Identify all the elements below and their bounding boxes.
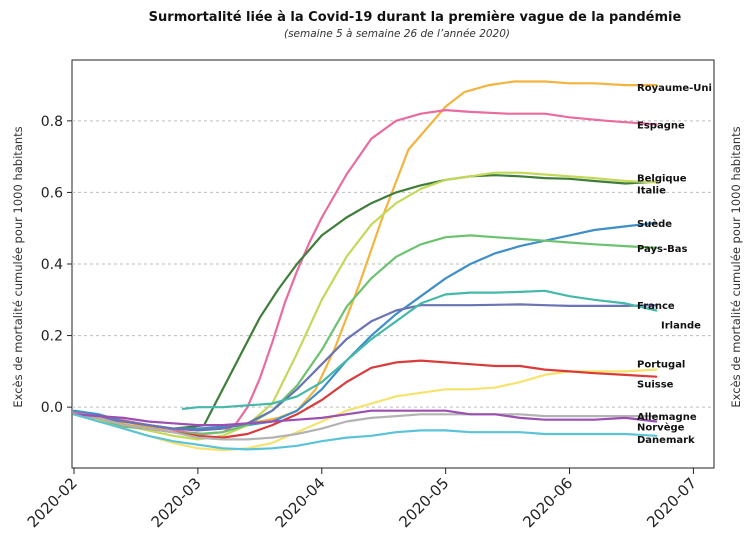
y-tick-label: 0.2	[41, 329, 63, 345]
x-tick-label: 2020-07	[643, 474, 700, 531]
x-tick-label: 2020-06	[519, 474, 576, 531]
series-line-irlande	[181, 289, 658, 410]
chart-title: Surmortalité liée à la Covid-19 durant l…	[148, 10, 682, 25]
series-line-portugal	[72, 368, 658, 452]
series-label-irlande: Irlande	[661, 321, 701, 332]
series-line-norvège	[72, 409, 658, 427]
series-label-allemagne: Allemagne	[637, 412, 697, 423]
series-label-norvège: Norvège	[637, 421, 685, 433]
y-tick-label: 0.8	[41, 114, 63, 130]
series-label-portugal: Portugal	[637, 360, 685, 371]
y-tick-label: 0.0	[41, 400, 63, 416]
series-label-espagne: Espagne	[637, 120, 685, 131]
series-label-belgique: Belgique	[637, 173, 687, 184]
y-tick-label: 0.6	[41, 185, 63, 201]
x-tick-label: 2020-05	[395, 474, 452, 531]
y-tick-label: 0.4	[41, 257, 63, 273]
x-tick-label: 2020-03	[148, 474, 205, 531]
x-tick-label: 2020-04	[272, 474, 329, 531]
x-tick-label: 2020-02	[24, 474, 81, 531]
series-line-allemagne	[72, 413, 658, 441]
series-line-danemark	[72, 413, 658, 451]
series-label-italie: Italie	[637, 185, 666, 196]
series-label-royaume-uni: Royaume-Uni	[637, 83, 712, 94]
series-label-danemark: Danemark	[637, 435, 695, 446]
chart-subtitle: (semaine 5 à semaine 26 de l’année 2020)	[283, 28, 511, 40]
series-label-suisse: Suisse	[637, 380, 674, 391]
series-label-pays-bas: Pays-Bas	[637, 244, 687, 255]
series-label-suède: Suède	[637, 218, 672, 230]
series-line-france	[72, 303, 658, 432]
series-line-italie	[72, 171, 658, 441]
series-label-france: France	[637, 301, 675, 312]
